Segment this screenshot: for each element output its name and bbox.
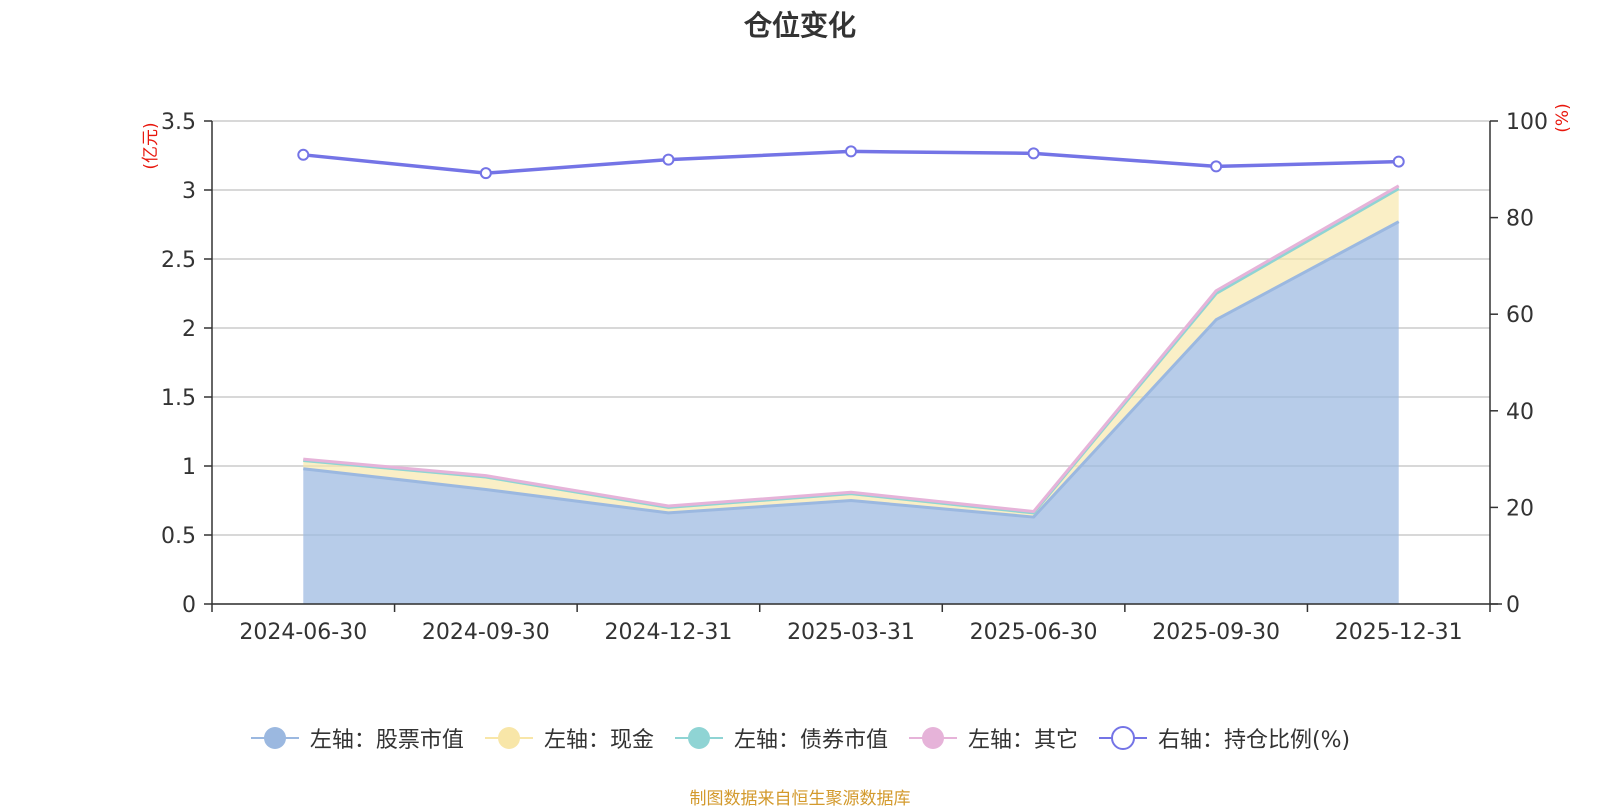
legend-line-marker-icon [1098, 726, 1147, 750]
area-series-1 [303, 188, 1399, 518]
source-note: 制图数据来自恒生聚源数据库 [689, 789, 911, 809]
legend-item[interactable]: 左轴：现金 [484, 722, 654, 754]
x-axis-tick-label: 2025-12-31 [1335, 620, 1463, 645]
right-axis-tick-label: 0 [1506, 593, 1520, 618]
legend-circle-marker-icon [484, 727, 533, 749]
area-line-series-0 [303, 220, 1400, 519]
left-axis-unit: (亿元) [141, 122, 161, 169]
legend-circle-marker-icon [250, 727, 299, 749]
holding-ratio-point [479, 167, 492, 180]
holding-ratio-point [1392, 155, 1405, 168]
legend-circle-marker-icon [674, 727, 723, 749]
holding-ratio-point [1210, 160, 1223, 173]
holding-ratio-point [1027, 147, 1040, 160]
legend-item[interactable]: 左轴：其它 [908, 722, 1078, 754]
chart-title: 仓位变化 [743, 9, 856, 42]
right-axis-unit: (%) [1553, 103, 1573, 132]
area-line-series-3 [303, 184, 1400, 514]
left-axis-tick-label: 1 [182, 455, 196, 480]
right-axis-tick-label: 60 [1506, 303, 1534, 328]
legend-label: 左轴：股票市值 [309, 728, 464, 753]
legend-label: 左轴：现金 [543, 728, 654, 753]
x-axis-tick-label: 2025-09-30 [1152, 620, 1280, 645]
legend: 左轴：股票市值 左轴：现金 左轴：债券市值 左轴：其它 右轴：持仓比例(%) [0, 722, 1600, 757]
right-axis-tick-label: 20 [1506, 496, 1534, 521]
holding-ratio-point [297, 148, 310, 161]
holding-ratio-point [662, 153, 675, 166]
left-axis-tick-label: 2 [182, 317, 196, 342]
legend-label: 右轴：持仓比例(%) [1157, 728, 1351, 753]
legend-item[interactable]: 左轴：债券市值 [674, 722, 888, 754]
area-series-0 [303, 221, 1399, 605]
right-axis-tick-label: 40 [1506, 400, 1534, 425]
left-axis-tick-label: 3 [182, 179, 196, 204]
legend-label: 左轴：其它 [967, 728, 1078, 753]
x-axis-tick-label: 2024-09-30 [422, 620, 550, 645]
holding-ratio-point [845, 145, 857, 158]
left-axis-tick-label: 2.5 [161, 248, 196, 273]
left-axis-tick-label: 3.5 [161, 110, 196, 135]
right-axis-tick-label: 100 [1506, 110, 1548, 135]
chart-canvas: 0 0.5 1 1.5 2 2.5 3 3.5 0 20 40 60 80 100 2024-06-30 20… [141, 103, 1573, 645]
x-axis-tick-label: 2025-06-30 [970, 620, 1098, 645]
left-axis-tick-label: 1.5 [161, 386, 196, 411]
left-axis-tick-label: 0.5 [161, 524, 196, 549]
left-axis-tick-label: 0 [182, 593, 196, 618]
legend-item[interactable]: 右轴：持仓比例(%) [1098, 722, 1350, 754]
x-axis-tick-label: 2025-03-31 [787, 620, 915, 645]
legend-circle-marker-icon [908, 727, 957, 749]
x-axis-tick-label: 2024-12-31 [604, 620, 732, 645]
legend-label: 左轴：债券市值 [733, 728, 888, 753]
x-axis-tick-label: 2024-06-30 [239, 620, 367, 645]
legend-item[interactable]: 左轴：股票市值 [250, 722, 464, 754]
stacked-areas [303, 184, 1400, 605]
right-axis-tick-label: 80 [1506, 207, 1534, 232]
